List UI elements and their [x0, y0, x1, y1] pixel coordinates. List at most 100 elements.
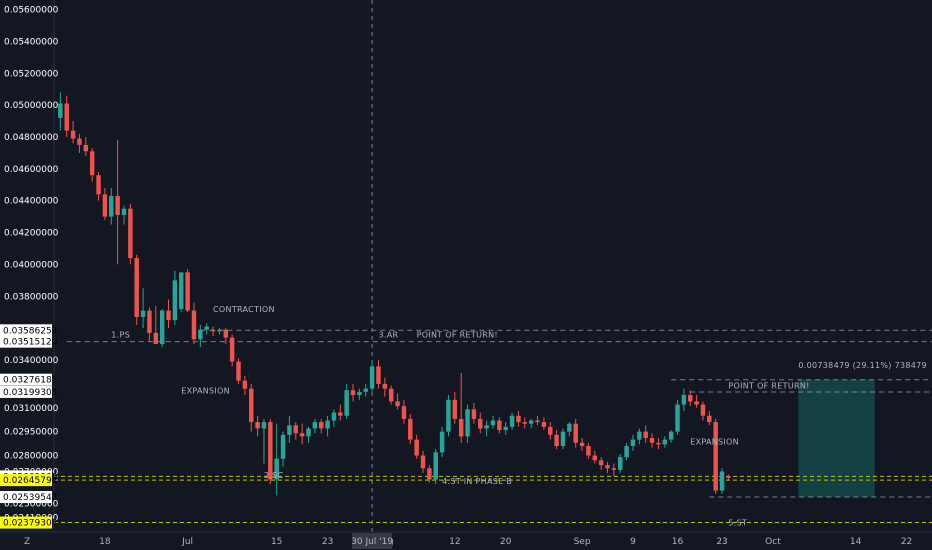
candle-body-52[interactable]: [388, 388, 394, 402]
candle-body-17[interactable]: [166, 310, 171, 321]
candle-body-34[interactable]: [274, 458, 279, 480]
candle-body-102[interactable]: [707, 415, 712, 423]
candle-body-35[interactable]: [280, 434, 286, 459]
candle-body-45[interactable]: [344, 390, 349, 416]
candle-body-79[interactable]: [560, 431, 566, 446]
candle-body-40[interactable]: [312, 422, 318, 429]
candle-body-65[interactable]: [471, 409, 477, 419]
candle-body-83[interactable]: [586, 445, 591, 456]
candle-body-23[interactable]: [204, 326, 209, 330]
candle-body-82[interactable]: [579, 442, 585, 446]
position-zone[interactable]: [798, 379, 875, 498]
candle-body-42[interactable]: [325, 420, 330, 429]
candle-body-87[interactable]: [611, 468, 617, 470]
candle-body-68[interactable]: [490, 420, 496, 426]
candle-body-36[interactable]: [287, 425, 292, 435]
candle-body-85[interactable]: [598, 460, 604, 466]
candle-body-1[interactable]: [64, 103, 69, 131]
candle-body-81[interactable]: [573, 423, 578, 443]
candle-body-95[interactable]: [662, 439, 668, 445]
candle-body-94[interactable]: [656, 442, 661, 445]
candle-body-54[interactable]: [401, 406, 407, 419]
candle-body-12[interactable]: [134, 258, 139, 317]
candle-body-98[interactable]: [681, 395, 687, 405]
candle-body-44[interactable]: [338, 412, 343, 416]
candle-body-0[interactable]: [58, 103, 63, 118]
candle-body-66[interactable]: [478, 418, 483, 429]
candle-body-53[interactable]: [395, 401, 400, 407]
candle-body-62[interactable]: [452, 399, 458, 419]
candle-body-27[interactable]: [229, 337, 235, 362]
candle-body-78[interactable]: [554, 434, 559, 446]
candle-body-26[interactable]: [223, 329, 229, 338]
candle-body-105[interactable]: [726, 476, 731, 478]
candle-body-76[interactable]: [541, 422, 547, 427]
candle-body-80[interactable]: [567, 423, 572, 432]
candle-body-48[interactable]: [363, 388, 368, 392]
candle-body-103[interactable]: [713, 422, 718, 491]
candle-body-60[interactable]: [439, 431, 445, 453]
candle-body-91[interactable]: [637, 431, 642, 440]
candle-body-71[interactable]: [509, 415, 515, 427]
candle-body-92[interactable]: [643, 431, 648, 439]
candle-body-22[interactable]: [198, 329, 203, 340]
candle-body-43[interactable]: [331, 412, 337, 421]
candle-body-30[interactable]: [249, 388, 254, 423]
candle-body-74[interactable]: [528, 420, 534, 424]
candle-body-51[interactable]: [382, 383, 388, 389]
candle-body-8[interactable]: [109, 195, 114, 217]
candle-body-28[interactable]: [236, 361, 241, 381]
candle-body-5[interactable]: [89, 151, 95, 176]
candle-body-63[interactable]: [458, 418, 464, 437]
candle-body-67[interactable]: [484, 425, 489, 429]
candle-body-41[interactable]: [318, 422, 324, 429]
candle-body-46[interactable]: [350, 390, 356, 396]
candle-body-56[interactable]: [414, 439, 419, 456]
candle-body-104[interactable]: [719, 471, 725, 491]
candle-body-77[interactable]: [548, 426, 553, 435]
candle-body-49[interactable]: [369, 366, 375, 389]
candle-body-29[interactable]: [242, 380, 248, 389]
candle-body-25[interactable]: [217, 329, 222, 332]
candle-body-96[interactable]: [668, 431, 674, 440]
candle-body-4[interactable]: [83, 144, 89, 152]
candle-body-47[interactable]: [357, 391, 362, 396]
candle-body-97[interactable]: [675, 404, 680, 432]
candle-body-6[interactable]: [96, 175, 101, 195]
candle-body-33[interactable]: [268, 422, 273, 480]
candle-body-32[interactable]: [261, 422, 267, 429]
candle-body-86[interactable]: [605, 465, 610, 469]
candle-body-99[interactable]: [688, 395, 693, 402]
candle-body-101[interactable]: [700, 404, 706, 416]
candle-body-58[interactable]: [427, 468, 432, 480]
candle-body-84[interactable]: [592, 455, 598, 461]
candle-body-59[interactable]: [433, 452, 438, 480]
candle-body-69[interactable]: [497, 420, 502, 431]
candle-body-9[interactable]: [115, 195, 120, 216]
candle-body-15[interactable]: [153, 332, 159, 345]
candle-body-55[interactable]: [408, 418, 413, 440]
candle-body-20[interactable]: [185, 272, 190, 311]
candle-body-61[interactable]: [446, 399, 451, 432]
candle-body-24[interactable]: [210, 329, 216, 332]
candle-body-39[interactable]: [306, 428, 311, 437]
candle-body-50[interactable]: [376, 366, 381, 384]
candle-body-31[interactable]: [255, 422, 260, 429]
candle-body-7[interactable]: [102, 194, 108, 217]
candle-body-75[interactable]: [535, 420, 540, 423]
candle-body-19[interactable]: [179, 272, 184, 310]
candle-body-14[interactable]: [147, 310, 152, 333]
candle-body-3[interactable]: [77, 138, 82, 145]
candle-body-89[interactable]: [624, 445, 629, 458]
candle-body-88[interactable]: [618, 457, 623, 470]
candle-body-73[interactable]: [522, 422, 528, 424]
candle-body-90[interactable]: [630, 439, 636, 446]
candle-body-10[interactable]: [121, 208, 127, 216]
candle-body-100[interactable]: [694, 401, 699, 405]
timezone-label[interactable]: Z: [24, 537, 30, 547]
candle-body-21[interactable]: [191, 310, 197, 340]
candle-body-93[interactable]: [649, 438, 655, 443]
candle-body-13[interactable]: [140, 310, 146, 317]
candle-body-70[interactable]: [503, 426, 508, 431]
